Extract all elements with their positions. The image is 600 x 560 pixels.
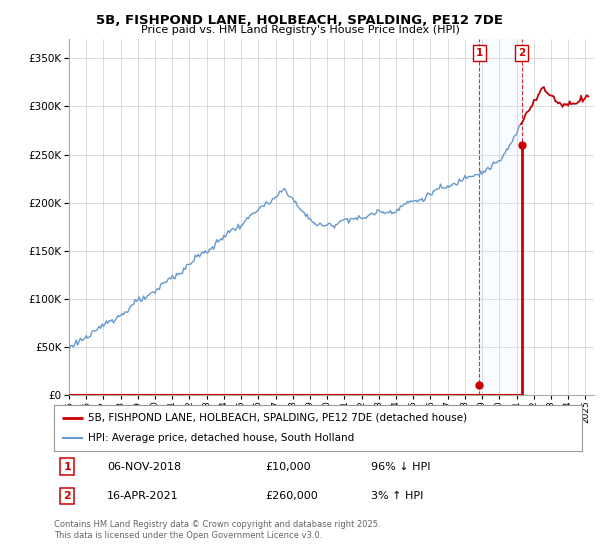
Text: HPI: Average price, detached house, South Holland: HPI: Average price, detached house, Sout… [88,433,355,444]
Text: 5B, FISHPOND LANE, HOLBEACH, SPALDING, PE12 7DE: 5B, FISHPOND LANE, HOLBEACH, SPALDING, P… [97,14,503,27]
Text: 5B, FISHPOND LANE, HOLBEACH, SPALDING, PE12 7DE (detached house): 5B, FISHPOND LANE, HOLBEACH, SPALDING, P… [88,413,467,423]
Text: 2: 2 [64,491,71,501]
Text: 2: 2 [518,48,525,58]
Text: 96% ↓ HPI: 96% ↓ HPI [371,461,430,472]
Text: Contains HM Land Registry data © Crown copyright and database right 2025.
This d: Contains HM Land Registry data © Crown c… [54,520,380,540]
Text: 06-NOV-2018: 06-NOV-2018 [107,461,181,472]
Text: 1: 1 [64,461,71,472]
Text: Price paid vs. HM Land Registry's House Price Index (HPI): Price paid vs. HM Land Registry's House … [140,25,460,35]
Text: 1: 1 [476,48,483,58]
Text: £260,000: £260,000 [265,491,318,501]
Text: 16-APR-2021: 16-APR-2021 [107,491,178,501]
Text: 3% ↑ HPI: 3% ↑ HPI [371,491,423,501]
Bar [479,39,521,395]
Text: £10,000: £10,000 [265,461,311,472]
